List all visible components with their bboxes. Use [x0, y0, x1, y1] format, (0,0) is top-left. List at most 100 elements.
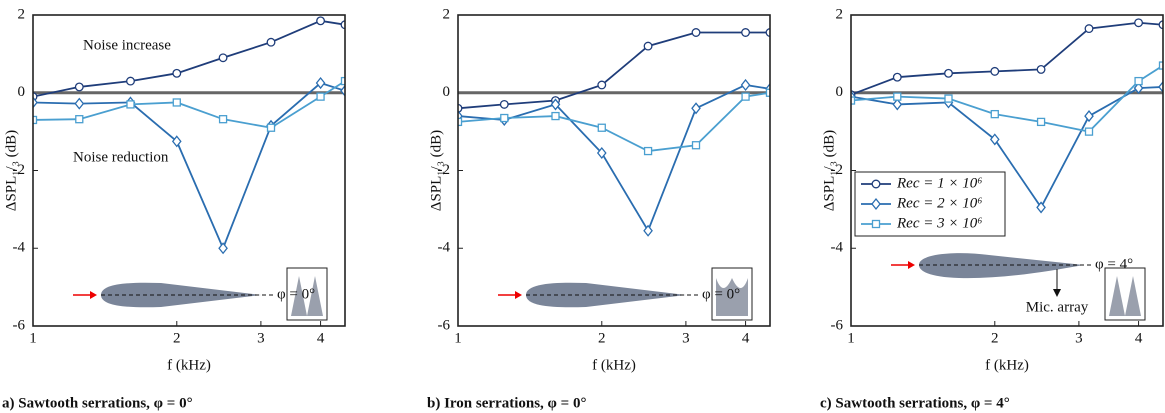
x-tick-label: 4	[1135, 330, 1143, 346]
marker	[266, 123, 276, 132]
axes-frame	[457, 14, 771, 327]
marker	[340, 84, 345, 97]
marker	[33, 115, 38, 125]
serration	[1109, 276, 1141, 316]
axes-frame	[850, 14, 1164, 327]
y-tick-label: 2	[443, 6, 451, 22]
marker	[340, 20, 345, 30]
y-tick-label: -4	[438, 240, 451, 256]
series-line	[851, 21, 1163, 96]
marker	[643, 224, 653, 237]
marker	[597, 123, 606, 132]
marker	[500, 113, 509, 123]
series-line	[33, 82, 345, 251]
x-tick-label: 2	[991, 330, 999, 346]
series-line	[851, 86, 1163, 210]
marker	[1134, 76, 1143, 86]
marker	[643, 146, 653, 156]
marker	[765, 88, 770, 97]
marker	[990, 109, 999, 119]
y-tick-label: 0	[18, 84, 26, 100]
mic-arrowhead	[1053, 289, 1061, 297]
series-line	[33, 80, 345, 129]
y-tick-label: -6	[13, 317, 26, 333]
marker	[596, 146, 607, 160]
marker	[126, 76, 135, 86]
marker	[1036, 117, 1046, 127]
y-axis-label: ΔSPL₁/₃ (dB)	[3, 130, 19, 211]
marker	[74, 97, 85, 110]
legend-label: Rec = 1 × 10⁶	[896, 175, 982, 191]
legend-label: Rec = 3 × 10⁶	[896, 215, 982, 231]
marker	[551, 111, 560, 121]
annotation: Noise reduction	[73, 149, 169, 165]
y-tick-label: -2	[438, 162, 451, 178]
y-tick-label: -6	[438, 317, 451, 333]
marker	[1158, 20, 1163, 30]
y-tick-label: -6	[831, 317, 844, 333]
marker	[691, 28, 701, 37]
x-axis-label: f (kHz)	[985, 357, 1029, 373]
flow-arrowhead	[908, 261, 915, 269]
y-axis-label: ΔSPL₁/₃ (dB)	[428, 130, 444, 211]
x-tick-label: 3	[1075, 330, 1083, 346]
x-tick-label: 1	[847, 330, 855, 346]
marker	[851, 96, 856, 105]
marker	[1084, 24, 1094, 34]
marker	[740, 78, 751, 92]
marker	[1133, 82, 1144, 95]
axes-frame	[32, 14, 346, 327]
marker	[597, 80, 607, 90]
marker	[33, 96, 38, 109]
marker	[765, 28, 770, 37]
y-tick-label: 0	[836, 84, 844, 100]
marker	[550, 98, 561, 111]
legend-marker	[871, 197, 881, 211]
y-tick-label: 0	[443, 84, 451, 100]
annotation: Noise increase	[83, 37, 171, 53]
marker	[1084, 110, 1094, 123]
caption: b) Iron serrations, φ = 0°	[427, 395, 586, 411]
annotation: φ = 0°	[277, 286, 315, 302]
marker	[691, 141, 701, 150]
marker	[316, 92, 325, 101]
marker	[741, 92, 750, 101]
legend-marker	[871, 179, 881, 189]
y-axis-label: ΔSPL₁/₃ (dB)	[821, 130, 837, 211]
marker	[75, 115, 84, 124]
marker	[892, 98, 903, 111]
marker	[1158, 61, 1163, 70]
marker	[218, 53, 228, 63]
airfoil	[919, 253, 1084, 279]
marker	[218, 115, 228, 124]
serration	[716, 278, 748, 316]
marker	[892, 72, 902, 82]
x-tick-label: 3	[682, 330, 690, 346]
series-line	[458, 31, 770, 110]
annotation: φ = 4°	[1095, 256, 1133, 272]
marker	[218, 242, 228, 255]
marker	[340, 76, 345, 86]
marker	[172, 68, 182, 78]
series-line	[458, 91, 770, 152]
marker	[74, 82, 84, 92]
marker	[1134, 18, 1144, 28]
annotation: Mic. array	[1026, 299, 1089, 315]
marker	[1158, 80, 1163, 93]
x-tick-label: 4	[317, 330, 325, 346]
y-tick-label: -4	[13, 240, 26, 256]
marker	[990, 66, 1000, 76]
y-tick-label: -2	[13, 162, 26, 178]
caption: a) Sawtooth serrations, φ = 0°	[2, 395, 193, 411]
marker	[316, 16, 326, 26]
marker	[1036, 201, 1046, 214]
y-tick-label: 2	[18, 6, 26, 22]
annotation: φ = 0°	[702, 286, 740, 302]
x-axis-label: f (kHz)	[167, 357, 211, 373]
serration	[291, 276, 323, 316]
x-tick-label: 4	[742, 330, 750, 346]
marker	[741, 28, 751, 37]
plot	[33, 16, 345, 255]
